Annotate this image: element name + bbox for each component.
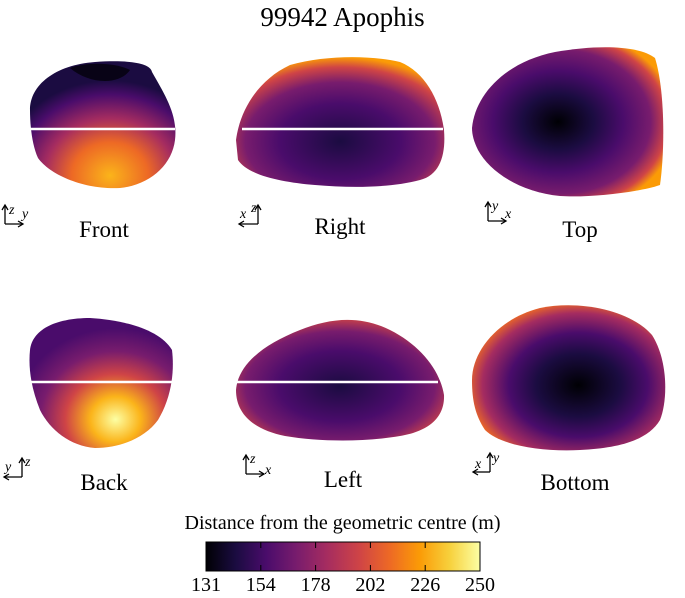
view-label-left: Left — [323, 467, 363, 492]
top-axis-h: x — [504, 207, 512, 222]
colorbar — [205, 541, 481, 572]
colorbar-tick: 250 — [465, 574, 495, 596]
view-label-bottom: Bottom — [540, 470, 610, 495]
view-label-front: Front — [79, 217, 129, 242]
right-axis-icon — [237, 203, 262, 228]
view-label-top: Top — [562, 217, 598, 242]
colorbar-tick: 178 — [300, 574, 331, 596]
left-axis-icon — [242, 453, 266, 478]
bottom-view-shape — [472, 305, 666, 451]
bottom-axis-icon — [471, 451, 494, 476]
top-axis-v: y — [490, 199, 499, 214]
bottom-axis-h: x — [474, 457, 482, 472]
bottom-axis-v: y — [491, 451, 500, 466]
left-axis-v: z — [249, 452, 256, 467]
axis-indicators — [1, 200, 508, 481]
left-view-shape — [236, 319, 445, 441]
colorbar-tick: 154 — [245, 574, 276, 596]
back-view-shape — [29, 318, 174, 448]
back-axis-h: y — [3, 460, 12, 475]
back-axis-icon — [2, 456, 26, 481]
view-label-right: Right — [314, 214, 366, 239]
colorbar-label: Distance from the geometric centre (m) — [184, 512, 501, 534]
colorbar-gradient — [205, 541, 481, 572]
colorbar-tick: 226 — [410, 574, 441, 596]
right-axis-h: x — [239, 207, 247, 222]
right-view-shape — [236, 57, 445, 187]
front-view-shape — [30, 61, 176, 189]
right-axis-v: z — [250, 201, 257, 216]
left-axis-h: x — [264, 463, 272, 478]
view-label-back: Back — [80, 470, 128, 495]
figure-title: 99942 Apophis — [260, 2, 425, 32]
front-axis-icon — [1, 203, 25, 228]
top-axis-icon — [484, 200, 508, 225]
colorbar-tick: 202 — [355, 574, 386, 596]
back-axis-v: z — [24, 455, 31, 470]
front-axis-v: z — [8, 203, 15, 218]
colorbar-tick: 131 — [191, 574, 221, 596]
top-view-shape — [472, 47, 664, 197]
front-axis-h: y — [20, 207, 29, 222]
